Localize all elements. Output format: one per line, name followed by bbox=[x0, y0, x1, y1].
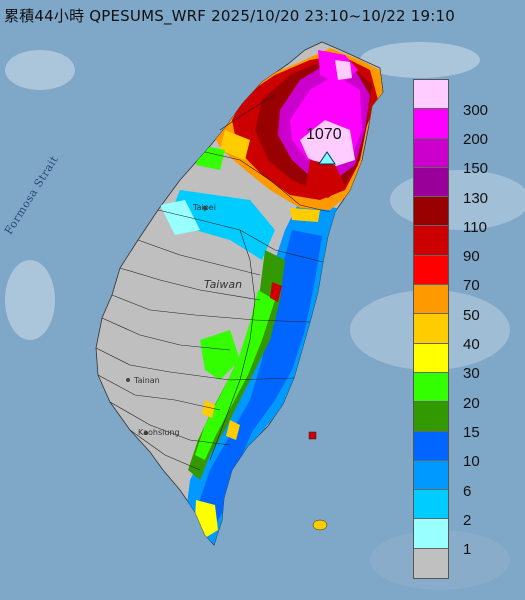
legend-swatch bbox=[414, 255, 448, 286]
rainfall-overlay bbox=[160, 48, 383, 545]
county-boundaries bbox=[95, 94, 331, 471]
legend-swatch bbox=[414, 138, 448, 168]
legend-swatch bbox=[414, 460, 448, 491]
legend-swatch bbox=[414, 167, 448, 198]
taipei-dot bbox=[203, 206, 207, 210]
legend-label: 10 bbox=[463, 453, 480, 471]
legend-swatch bbox=[414, 519, 448, 549]
legend-swatch bbox=[414, 226, 448, 256]
city-label-kaohsiung: Kaohsiung bbox=[138, 428, 180, 437]
legend-swatch bbox=[414, 80, 448, 110]
triangle-marker-icon bbox=[318, 151, 336, 165]
legend-swatch bbox=[414, 372, 448, 403]
legend-label: 300 bbox=[463, 101, 489, 119]
legend-label: 130 bbox=[463, 189, 489, 207]
legend-label: 2 bbox=[463, 511, 472, 529]
legend-swatch bbox=[414, 197, 448, 227]
legend-label: 1 bbox=[463, 541, 472, 559]
island-label: Taiwan bbox=[204, 278, 243, 291]
legend-swatch bbox=[414, 314, 448, 344]
max-value-label: 1070 bbox=[306, 126, 342, 143]
legend-label: 90 bbox=[463, 248, 480, 266]
legend-label: 200 bbox=[463, 130, 489, 148]
green-island bbox=[308, 431, 317, 440]
legend-label: 30 bbox=[463, 365, 480, 383]
tainan-dot bbox=[126, 378, 130, 382]
kaohsiung-dot bbox=[144, 431, 148, 435]
legend-label: 50 bbox=[463, 306, 480, 324]
color-legend bbox=[413, 79, 449, 580]
legend-swatch bbox=[414, 109, 448, 139]
legend-label: 110 bbox=[463, 218, 487, 236]
legend-label: 15 bbox=[463, 423, 480, 441]
legend-swatch bbox=[414, 343, 448, 373]
legend-swatch bbox=[414, 402, 448, 432]
map-title: 累積44小時 QPESUMS_WRF 2025/10/20 23:10~10/2… bbox=[4, 7, 455, 25]
legend-label: 6 bbox=[463, 482, 472, 500]
city-label-taipei: Taipei bbox=[193, 203, 216, 212]
legend-label: 70 bbox=[463, 277, 480, 295]
legend-swatch bbox=[414, 285, 448, 315]
city-label-tainan: Tainan bbox=[134, 376, 160, 385]
legend-swatch bbox=[414, 431, 448, 461]
orchid-island bbox=[312, 519, 328, 531]
legend-label: 40 bbox=[463, 336, 480, 354]
legend-label: 150 bbox=[463, 160, 489, 178]
legend-label: 20 bbox=[463, 394, 480, 412]
legend-swatch bbox=[414, 548, 448, 579]
legend-swatch bbox=[414, 490, 448, 520]
